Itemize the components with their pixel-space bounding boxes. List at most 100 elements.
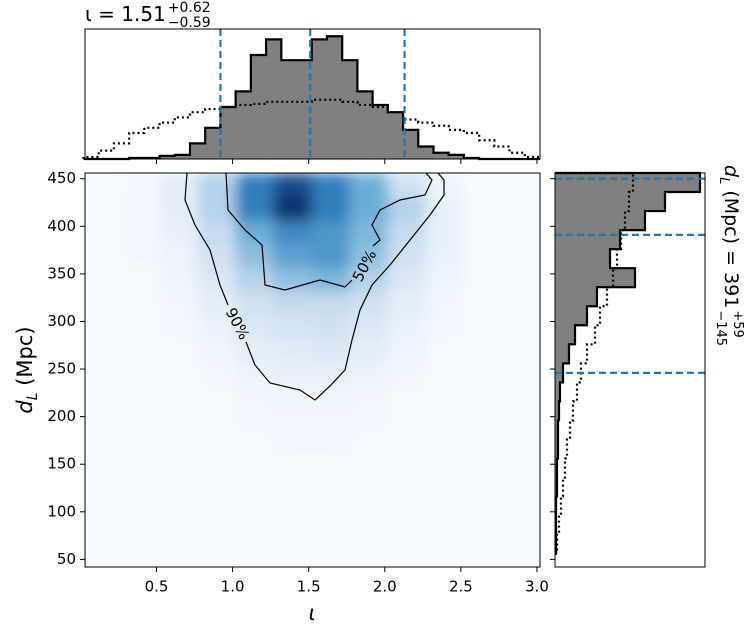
heat-cell <box>387 410 427 436</box>
hist-bar <box>418 146 434 159</box>
contour-50 <box>225 173 433 291</box>
heat-cell <box>235 220 275 245</box>
heat-cell <box>349 363 389 388</box>
heat-cell <box>501 339 540 364</box>
heat-cell <box>463 196 503 222</box>
y-tick-label: 50 <box>57 550 76 568</box>
heat-cell <box>501 220 540 245</box>
heat-cell <box>235 268 275 293</box>
heat-cell <box>85 529 123 555</box>
heat-cell <box>273 196 313 222</box>
heat-cell <box>501 434 540 460</box>
heat-cell <box>273 315 313 341</box>
hist-bar <box>555 287 597 307</box>
heat-cell <box>159 506 199 531</box>
heat-cell <box>349 410 389 436</box>
heat-cell <box>501 506 540 531</box>
hist-bar <box>555 192 665 212</box>
heat-cell <box>311 173 351 198</box>
heat-cell <box>159 339 199 364</box>
heat-cell <box>121 506 161 531</box>
heat-cell <box>349 434 389 460</box>
hist-bar <box>555 439 558 459</box>
x-tick-label: 1.0 <box>221 578 245 596</box>
heat-cell <box>387 291 427 317</box>
heat-cell <box>501 173 540 198</box>
heat-cell <box>235 339 275 364</box>
y-tick-label: 150 <box>47 455 76 473</box>
heat-cell <box>311 339 351 364</box>
heat-cell <box>159 363 199 388</box>
right-title-lower: −145 <box>713 310 728 346</box>
heat-cell <box>121 458 161 483</box>
heat-cell <box>349 506 389 531</box>
y-label-text: dL (Mpc) <box>13 326 41 413</box>
hist-bar <box>174 154 191 159</box>
heat-cell <box>197 506 237 531</box>
heat-cell <box>463 506 503 531</box>
y-label-rest: (Mpc) <box>13 326 37 392</box>
heat-cell <box>501 410 540 436</box>
heat-cell <box>273 363 313 388</box>
heat-cell <box>387 482 427 507</box>
heat-cell <box>425 363 465 388</box>
heat-cell <box>425 173 465 198</box>
heat-cell <box>197 387 237 412</box>
heat-cell <box>387 220 427 245</box>
x-tick-label: 2.5 <box>449 578 473 596</box>
hist-bar <box>448 154 465 159</box>
hist-bar <box>281 60 297 160</box>
heat-cell <box>235 387 275 412</box>
x-tick-label: 0.5 <box>145 578 169 596</box>
heat-cell <box>311 291 351 317</box>
hist-bar <box>555 211 645 231</box>
heatmap <box>85 173 540 555</box>
heat-cell <box>387 268 427 293</box>
heat-cell <box>159 173 199 198</box>
heat-cell <box>85 244 123 269</box>
hist-bar <box>372 104 389 159</box>
heat-cell <box>85 410 123 436</box>
heat-cell <box>121 268 161 293</box>
heat-cell <box>197 529 237 555</box>
heat-cell <box>235 458 275 483</box>
heat-cell <box>311 363 351 388</box>
heat-cell <box>273 339 313 364</box>
right-title-text: dL (Mpc) = 391 <box>716 165 742 308</box>
heat-cell <box>463 387 503 412</box>
heat-cell <box>501 363 540 388</box>
heat-cell <box>463 220 503 245</box>
x-tick-label: 1.5 <box>297 578 321 596</box>
y-tick-label: 400 <box>47 217 76 235</box>
heat-cell <box>121 196 161 222</box>
hist-bar <box>555 344 569 364</box>
heat-cell <box>311 506 351 531</box>
heat-cell <box>197 458 237 483</box>
heat-cell <box>349 244 389 269</box>
heat-cell <box>273 529 313 555</box>
heat-cell <box>273 387 313 412</box>
y-tick-label: 250 <box>47 360 76 378</box>
heat-cell <box>159 387 199 412</box>
heat-cell <box>273 434 313 460</box>
heat-cell <box>159 291 199 317</box>
heat-cell <box>463 244 503 269</box>
heat-cell <box>121 291 161 317</box>
heat-cell <box>463 173 503 198</box>
heat-cell <box>85 458 123 483</box>
heat-cell <box>425 339 465 364</box>
heat-cell <box>387 196 427 222</box>
heat-cell <box>501 315 540 341</box>
right-title-d: d <box>720 165 742 178</box>
main-frame <box>84 172 541 568</box>
y-tick-label: 100 <box>47 502 76 520</box>
heat-cell <box>349 173 389 198</box>
heat-cell <box>235 291 275 317</box>
heat-cell <box>463 339 503 364</box>
heat-cell <box>159 244 199 269</box>
hist-bar <box>555 325 575 345</box>
heat-cell <box>501 387 540 412</box>
heat-cell <box>235 173 275 198</box>
heat-cell <box>425 434 465 460</box>
hist-bar <box>326 36 343 159</box>
